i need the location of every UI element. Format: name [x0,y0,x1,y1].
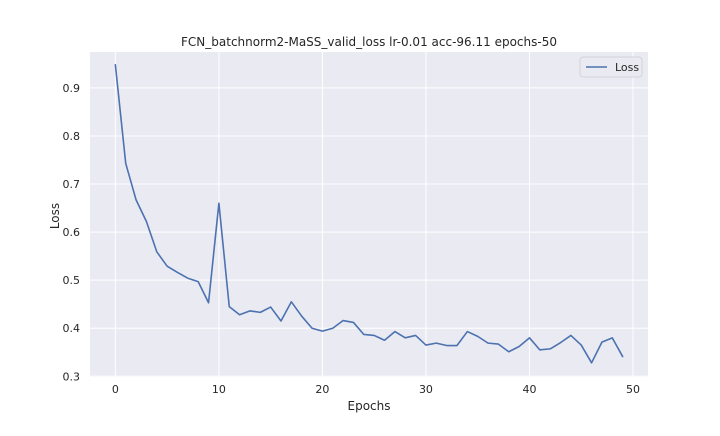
y-tick-label: 0.5 [63,274,81,287]
x-axis-label: Epochs [348,399,391,413]
grid [90,52,648,377]
y-tick-label: 0.3 [63,370,81,383]
legend-box [579,56,643,78]
legend-entry-loss: Loss [615,61,639,74]
y-tick-label: 0.7 [63,178,81,191]
x-tick-label: 0 [112,383,119,396]
y-tick-label: 0.9 [63,82,81,95]
y-tick-label: 0.4 [63,322,81,335]
plot-background [90,52,648,377]
chart-title: FCN_batchnorm2-MaSS_valid_loss lr-0.01 a… [181,35,557,49]
x-tick-label: 40 [522,383,536,396]
legend: Loss [579,56,643,78]
series-layer [114,64,624,364]
x-tick-label: 50 [626,383,640,396]
y-tick-label: 0.6 [63,226,81,239]
x-tick-label: 10 [212,383,226,396]
y-tick-label: 0.8 [63,130,81,143]
tick-labels: 0 10 20 30 40 50 0.3 0.4 0.5 0.6 0.7 0.8 0.9 [63,82,640,396]
series-line-loss [114,64,624,364]
x-tick-label: 30 [419,383,433,396]
y-axis-label: Loss [48,203,62,229]
x-tick-label: 20 [315,383,329,396]
